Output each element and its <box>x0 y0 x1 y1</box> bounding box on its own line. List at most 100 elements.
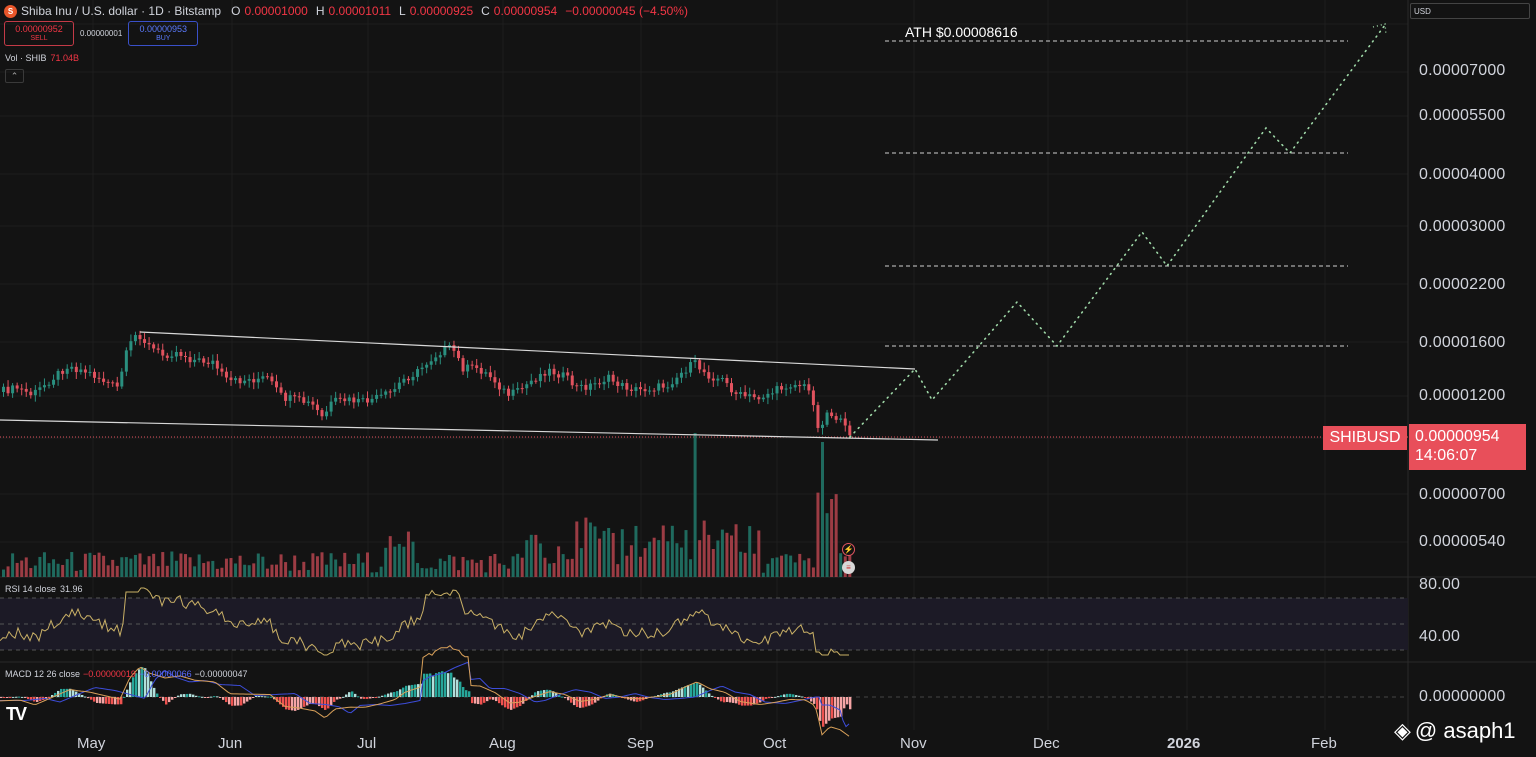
macd-histogram-bar <box>780 695 783 697</box>
candle-body <box>79 369 83 373</box>
macd-histogram-bar <box>576 697 579 707</box>
candle-body <box>388 391 392 393</box>
volume-bar <box>466 560 470 577</box>
volume-bar <box>648 541 652 577</box>
volume-bar <box>297 570 301 577</box>
macd-histogram-bar <box>477 697 480 705</box>
macd-histogram-bar <box>768 697 771 699</box>
macd-histogram-bar <box>195 695 198 697</box>
candle-body <box>830 412 834 417</box>
volume-bar <box>434 568 438 577</box>
volume-bar <box>147 556 151 577</box>
candle-body <box>461 358 465 372</box>
macd-histogram-bar <box>471 697 474 704</box>
macd-histogram-bar <box>819 697 822 721</box>
candle-body <box>811 390 815 406</box>
candle-body <box>457 350 460 359</box>
volume-bar <box>347 563 351 577</box>
candle-body <box>115 382 119 387</box>
volume-legend[interactable]: Vol · SHIB 71.04B <box>5 53 79 63</box>
open-key: O <box>231 4 241 18</box>
volume-bar <box>188 557 192 577</box>
macd-histogram-bar <box>294 697 297 711</box>
time-label: Aug <box>489 735 516 752</box>
macd-histogram-bar <box>342 696 345 698</box>
candle-body <box>297 396 301 398</box>
macd-histogram-bar <box>183 694 186 697</box>
time-label: Oct <box>763 735 787 752</box>
high-value: 0.00001011 <box>328 4 392 18</box>
volume-bar <box>470 559 474 577</box>
volume-bar <box>739 551 743 577</box>
buy-price: 0.00000953 <box>139 23 188 34</box>
currency-selector[interactable]: USD <box>1410 3 1530 19</box>
volume-bar <box>165 565 169 577</box>
volume-bar <box>525 540 529 577</box>
macd-histogram-bar <box>246 697 249 702</box>
candle-body <box>247 379 251 381</box>
trade-panel: 0.00000952 SELL 0.00000001 0.00000953 BU… <box>4 21 199 46</box>
tradingview-logo[interactable]: TV <box>6 704 27 724</box>
candle-body <box>766 393 770 398</box>
diamond-icon: ◈ <box>1394 718 1411 743</box>
candle-body <box>730 383 733 393</box>
macd-histogram-bar <box>744 697 747 706</box>
macd-histogram-bar <box>426 673 429 697</box>
candle-body <box>493 377 497 383</box>
volume-bar <box>256 553 260 577</box>
macd-histogram-bar <box>84 696 87 698</box>
time-label: Jun <box>218 735 243 752</box>
candle-body <box>761 397 765 400</box>
macd-histogram-bar <box>732 697 735 703</box>
volume-bar <box>620 529 624 577</box>
signal-value: −0.00000066 <box>138 669 192 679</box>
macd-histogram-bar <box>783 694 786 697</box>
macd-histogram-bar <box>189 693 192 697</box>
volume-bar <box>338 566 342 577</box>
price-tick: 0.00003000 <box>1419 218 1506 235</box>
macd-histogram-bar <box>51 694 54 697</box>
macd-histogram-bar <box>378 696 381 698</box>
volume-bar <box>661 525 665 577</box>
macd-histogram-bar <box>315 697 318 705</box>
volume-bar <box>493 553 497 577</box>
macd-histogram-bar <box>261 696 264 698</box>
candle-body <box>311 401 315 405</box>
macd-histogram-bar <box>150 681 153 697</box>
us-flag-icon[interactable]: ≡ <box>842 561 855 574</box>
symbol-title[interactable]: Shiba Inu / U.S. dollar · 1D · Bitstamp <box>21 4 222 18</box>
candle-body <box>397 382 401 390</box>
candle-body <box>243 380 247 384</box>
chevron-up-icon[interactable]: ⌃ <box>5 69 24 83</box>
rsi-tick-40: 40.00 <box>1419 628 1461 645</box>
sell-button[interactable]: 0.00000952 SELL <box>4 21 74 46</box>
time-label: Feb <box>1311 735 1337 752</box>
volume-bar <box>743 552 747 577</box>
macd-histogram-bar <box>348 692 351 697</box>
macd-legend[interactable]: MACD 12 26 close −0.00000019 −0.00000066 −0… <box>5 669 247 679</box>
macd-histogram-bar <box>795 695 798 697</box>
candle-body <box>443 346 447 356</box>
volume-bar <box>420 568 424 577</box>
candle-body <box>534 380 538 382</box>
rsi-legend[interactable]: RSI 14 close 31.96 <box>5 584 83 594</box>
macd-histogram-bar <box>180 694 183 697</box>
candle-body <box>570 375 574 386</box>
volume-bar <box>543 557 547 577</box>
volume-bar <box>698 540 702 577</box>
volume-bar <box>56 563 60 577</box>
sell-label: SELL <box>30 34 48 42</box>
candle-body <box>661 383 665 388</box>
macd-histogram-bar <box>546 689 549 697</box>
macd-histogram-bar <box>714 697 717 698</box>
volume-bar <box>61 564 65 577</box>
buy-button[interactable]: 0.00000953 BUY <box>128 21 199 46</box>
candle-body <box>215 360 219 369</box>
macd-histogram-bar <box>423 673 426 697</box>
macd-histogram-bar <box>144 668 147 697</box>
lightning-icon[interactable]: ⚡ <box>842 543 855 556</box>
candle-body <box>579 384 583 386</box>
volume-bar <box>625 555 629 577</box>
candle-body <box>520 388 524 390</box>
